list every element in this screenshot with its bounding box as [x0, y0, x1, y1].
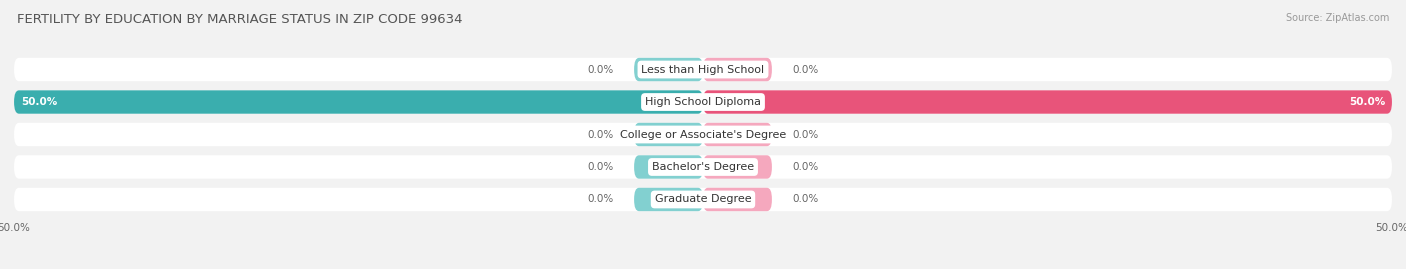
Text: Less than High School: Less than High School — [641, 65, 765, 75]
FancyBboxPatch shape — [14, 188, 1392, 211]
Text: 50.0%: 50.0% — [21, 97, 58, 107]
FancyBboxPatch shape — [14, 155, 1392, 179]
FancyBboxPatch shape — [703, 123, 772, 146]
Text: 0.0%: 0.0% — [588, 129, 613, 140]
Text: FERTILITY BY EDUCATION BY MARRIAGE STATUS IN ZIP CODE 99634: FERTILITY BY EDUCATION BY MARRIAGE STATU… — [17, 13, 463, 26]
FancyBboxPatch shape — [14, 123, 1392, 146]
Text: High School Diploma: High School Diploma — [645, 97, 761, 107]
FancyBboxPatch shape — [14, 90, 1392, 114]
Text: College or Associate's Degree: College or Associate's Degree — [620, 129, 786, 140]
FancyBboxPatch shape — [14, 90, 703, 114]
Text: 0.0%: 0.0% — [588, 162, 613, 172]
Text: 0.0%: 0.0% — [588, 65, 613, 75]
FancyBboxPatch shape — [703, 90, 1392, 114]
Text: Source: ZipAtlas.com: Source: ZipAtlas.com — [1285, 13, 1389, 23]
FancyBboxPatch shape — [634, 188, 703, 211]
Text: 0.0%: 0.0% — [793, 65, 818, 75]
FancyBboxPatch shape — [703, 155, 772, 179]
Text: Bachelor's Degree: Bachelor's Degree — [652, 162, 754, 172]
Text: 50.0%: 50.0% — [1348, 97, 1385, 107]
Text: Graduate Degree: Graduate Degree — [655, 194, 751, 204]
FancyBboxPatch shape — [703, 58, 772, 81]
FancyBboxPatch shape — [703, 188, 772, 211]
FancyBboxPatch shape — [634, 58, 703, 81]
Text: 0.0%: 0.0% — [793, 129, 818, 140]
Text: 0.0%: 0.0% — [793, 194, 818, 204]
FancyBboxPatch shape — [634, 155, 703, 179]
Text: 0.0%: 0.0% — [793, 162, 818, 172]
FancyBboxPatch shape — [634, 123, 703, 146]
FancyBboxPatch shape — [14, 58, 1392, 81]
Text: 0.0%: 0.0% — [588, 194, 613, 204]
